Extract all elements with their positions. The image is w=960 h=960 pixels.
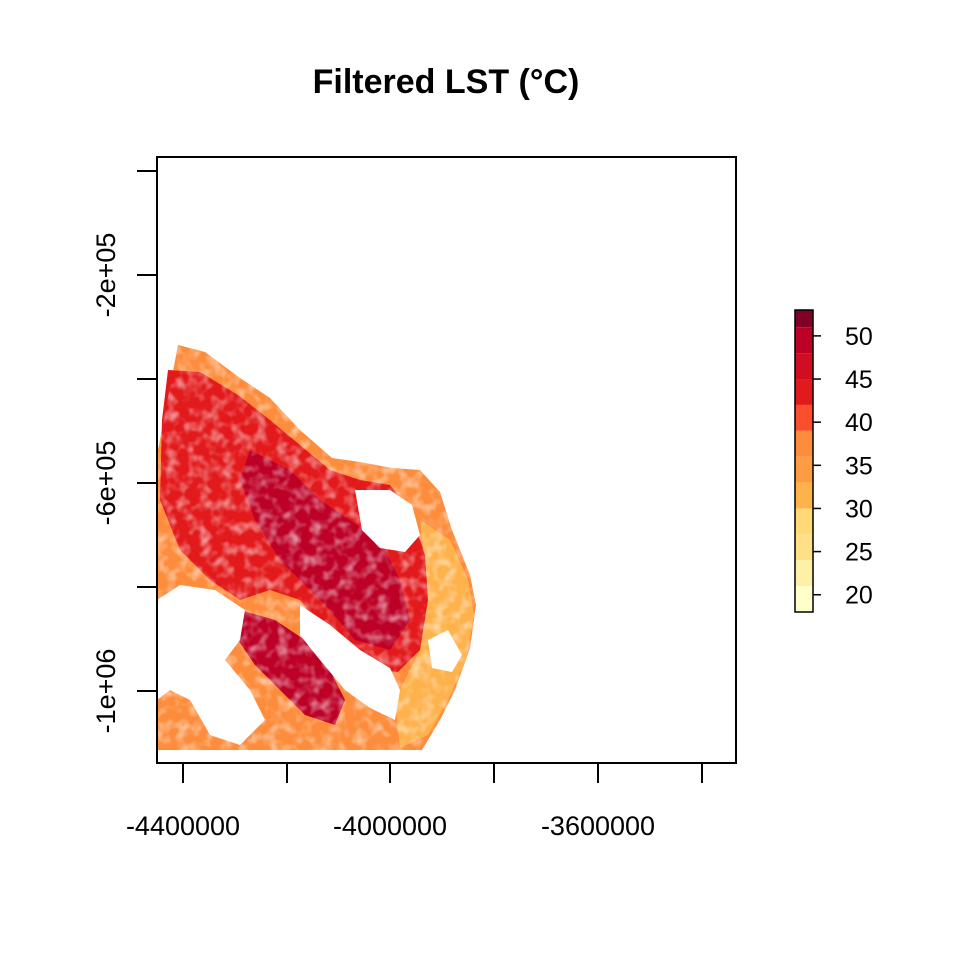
y-tick-label: -2e+05 [91, 233, 121, 318]
plot-frame [156, 156, 737, 764]
raster-speckle [157, 345, 476, 750]
legend-swatch [795, 534, 813, 561]
legend-label: 25 [845, 539, 873, 567]
legend-swatch [795, 560, 813, 587]
legend-label: 40 [845, 409, 873, 437]
legend-swatch [795, 353, 813, 380]
legend-swatch [795, 508, 813, 535]
legend-label: 45 [845, 366, 873, 394]
legend-swatch [795, 327, 813, 354]
legend-swatch [795, 379, 813, 405]
legend-swatch [795, 586, 813, 612]
legend-swatch [795, 482, 813, 509]
x-tick-label: -3600000 [541, 811, 655, 841]
x-axis [182, 763, 703, 783]
legend-swatch [795, 456, 813, 483]
chart-title: Filtered LST (°C) [313, 63, 580, 101]
y-tick-label: -6e+05 [91, 441, 121, 526]
legend-label: 50 [845, 323, 873, 351]
lst-raster [157, 345, 476, 750]
legend-label: 30 [845, 495, 873, 523]
color-legend: 20 25 30 35 40 45 50 [794, 309, 873, 613]
x-tick-label: -4400000 [126, 811, 240, 841]
legend-label: 35 [845, 452, 873, 480]
y-axis [137, 170, 157, 692]
y-tick-label: -1e+06 [91, 649, 121, 734]
x-tick-label: -4000000 [333, 811, 447, 841]
legend-swatch [795, 430, 813, 457]
legend-frame [794, 309, 814, 613]
legend-swatch [795, 310, 813, 328]
legend-label: 20 [845, 582, 873, 610]
legend-swatch [795, 404, 813, 431]
